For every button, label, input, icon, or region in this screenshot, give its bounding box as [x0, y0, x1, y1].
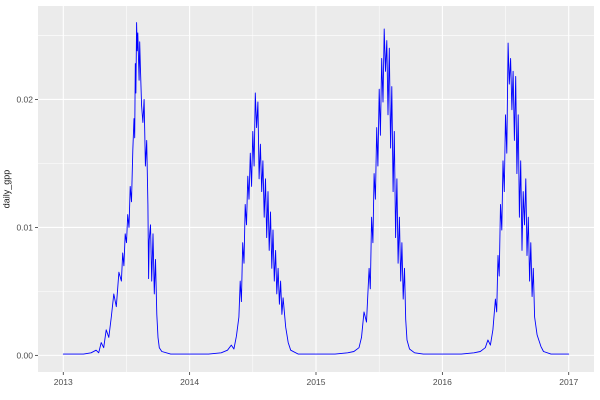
y-tick-label: 0.00 [16, 350, 33, 360]
x-tick-label: 2013 [54, 377, 73, 387]
daily-gpp-line [62, 22, 570, 355]
x-tick-label: 2014 [180, 377, 199, 387]
y-tick-label: 0.02 [16, 94, 33, 104]
x-tick-label: 2017 [559, 377, 578, 387]
x-tick-label: 2016 [433, 377, 452, 387]
x-tick-label: 2015 [307, 377, 326, 387]
y-tick-label: 0.01 [16, 222, 33, 232]
